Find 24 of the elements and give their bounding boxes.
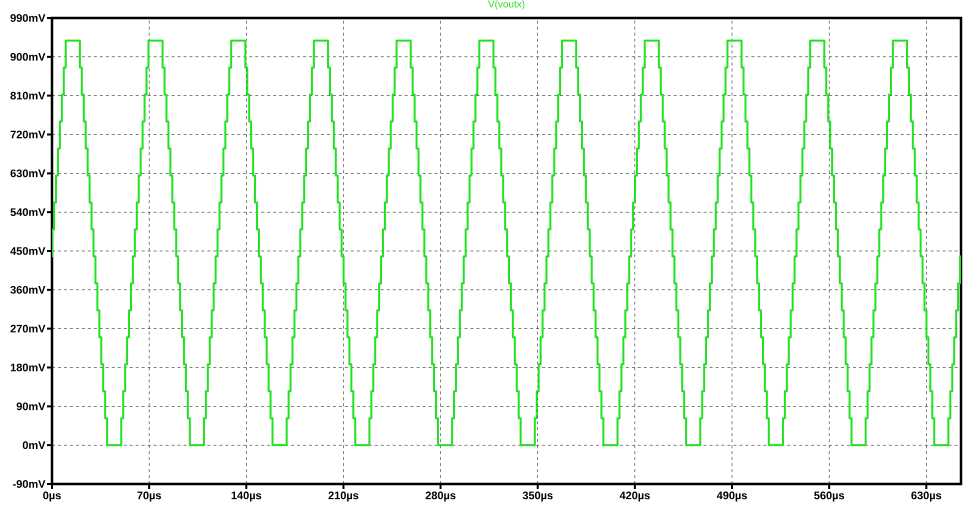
x-tick-label: 70µs xyxy=(137,492,161,502)
y-tick-label: 360mV xyxy=(10,286,46,294)
y-tick-label: 990mV xyxy=(10,14,46,22)
x-tick-label: 280µs xyxy=(426,492,456,502)
x-tick-label: 490µs xyxy=(716,492,747,502)
y-tick-label: 180mV xyxy=(10,364,46,372)
y-tick-label: 810mV xyxy=(10,92,46,100)
y-tick-label: 450mV xyxy=(10,247,46,255)
x-tick-label: 0µs xyxy=(43,492,61,502)
y-tick-label: 720mV xyxy=(10,130,46,138)
y-tick-label: 270mV xyxy=(10,324,46,333)
x-tick-label: 350µs xyxy=(522,492,553,502)
y-tick-label: 0mV xyxy=(22,441,46,450)
x-tick-label: 140µs xyxy=(232,492,262,502)
y-tick-label: 90mV xyxy=(16,402,46,410)
x-tick-label: 420µs xyxy=(620,492,650,502)
x-tick-label: 560µs xyxy=(814,492,844,502)
chart-title: V(voutx) xyxy=(488,0,524,10)
y-tick-label: 630mV xyxy=(10,169,46,178)
y-tick-label: -90mV xyxy=(13,480,46,488)
x-tick-label: 630µs xyxy=(911,492,942,502)
y-tick-label: 900mV xyxy=(10,52,46,61)
x-tick-label: 210µs xyxy=(328,492,358,502)
y-tick-label: 540mV xyxy=(10,208,46,216)
